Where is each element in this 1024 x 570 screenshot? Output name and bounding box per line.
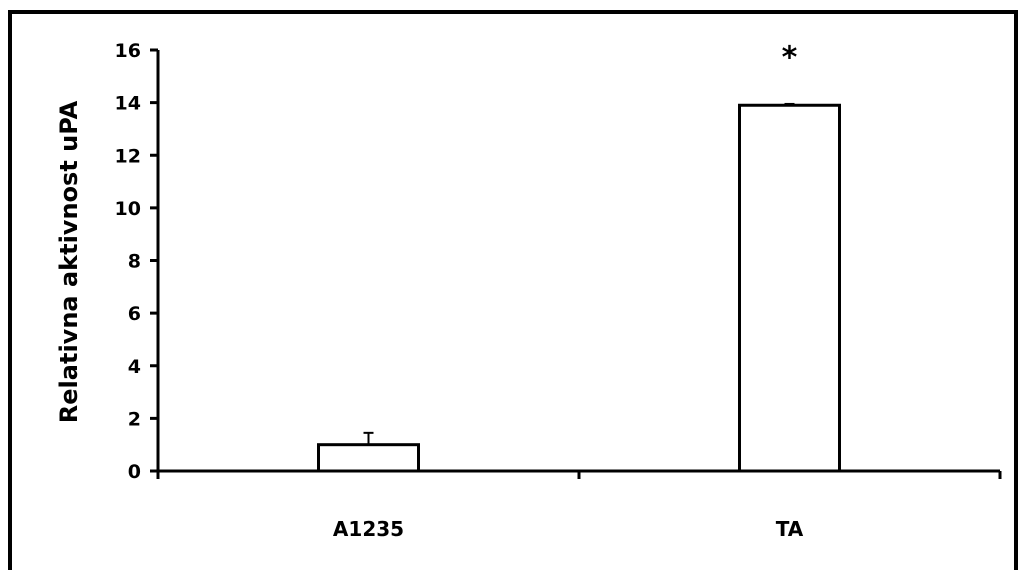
y-tick-label: 0 bbox=[128, 461, 141, 483]
y-axis-title: Relativna aktivnost uPA bbox=[55, 100, 83, 423]
bar bbox=[317, 443, 420, 473]
y-tick-label: 2 bbox=[128, 408, 141, 430]
chart-frame bbox=[8, 10, 1018, 570]
x-tick-label: TA bbox=[776, 517, 804, 541]
x-axis bbox=[156, 469, 1002, 479]
x-tick-label: A1235 bbox=[333, 517, 404, 541]
y-tick-label: 8 bbox=[128, 251, 141, 273]
y-tick-label: 6 bbox=[128, 303, 141, 325]
y-tick-label: 4 bbox=[128, 356, 141, 378]
significance-marker: * bbox=[782, 40, 798, 75]
y-tick-label: 10 bbox=[115, 198, 141, 220]
bar bbox=[738, 103, 841, 473]
y-tick-label: 14 bbox=[115, 93, 141, 115]
y-axis: 0 2 4 6 8 10 12 14 16 bbox=[115, 40, 160, 483]
y-tick-label: 12 bbox=[115, 145, 141, 167]
y-tick-label: 16 bbox=[115, 40, 141, 62]
bars: A1235 TA * bbox=[317, 40, 841, 541]
